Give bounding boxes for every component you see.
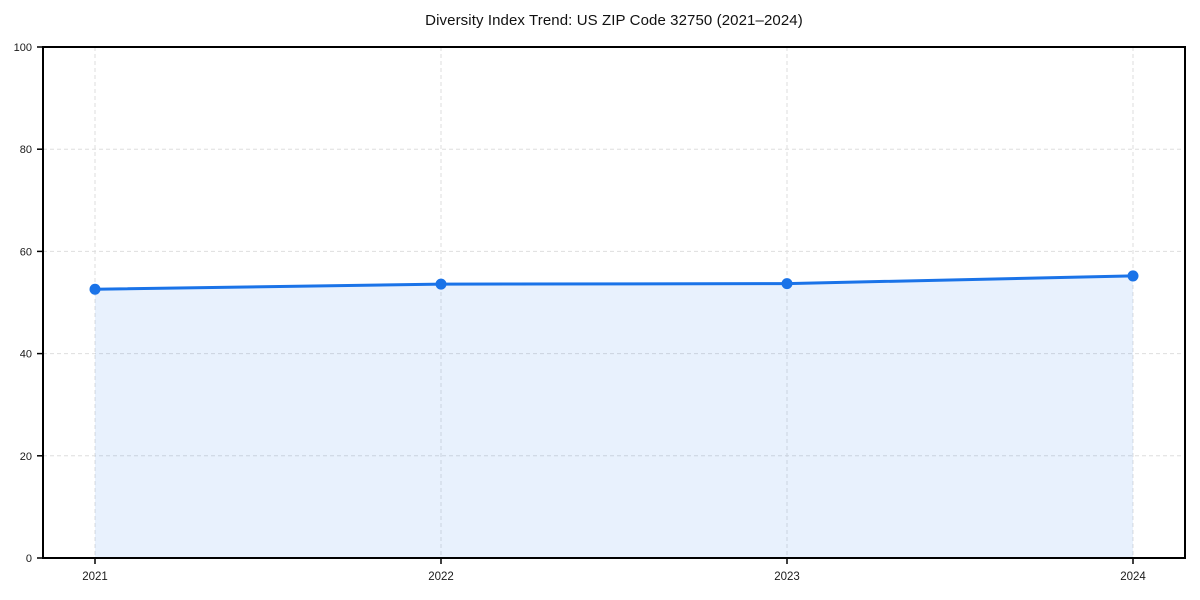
x-tick-label: 2022 <box>428 571 454 583</box>
data-point <box>435 278 447 290</box>
x-tick-label: 2021 <box>82 571 108 583</box>
data-point <box>89 283 101 295</box>
y-tick-label: 0 <box>26 553 32 565</box>
chart-title: Diversity Index Trend: US ZIP Code 32750… <box>425 12 803 29</box>
plot-border <box>42 46 1186 559</box>
data-point <box>1127 270 1139 282</box>
area-fill <box>95 275 1133 558</box>
y-tick-label: 80 <box>20 144 32 156</box>
x-tick-label: 2023 <box>774 571 800 583</box>
y-tick-label: 100 <box>14 42 32 54</box>
y-tick-label: 60 <box>20 246 32 258</box>
y-tick-label: 20 <box>20 451 32 463</box>
y-tick-label: 40 <box>20 349 32 361</box>
trend-line <box>93 274 1135 291</box>
data-point <box>781 278 793 290</box>
x-tick-label: 2024 <box>1120 571 1146 583</box>
